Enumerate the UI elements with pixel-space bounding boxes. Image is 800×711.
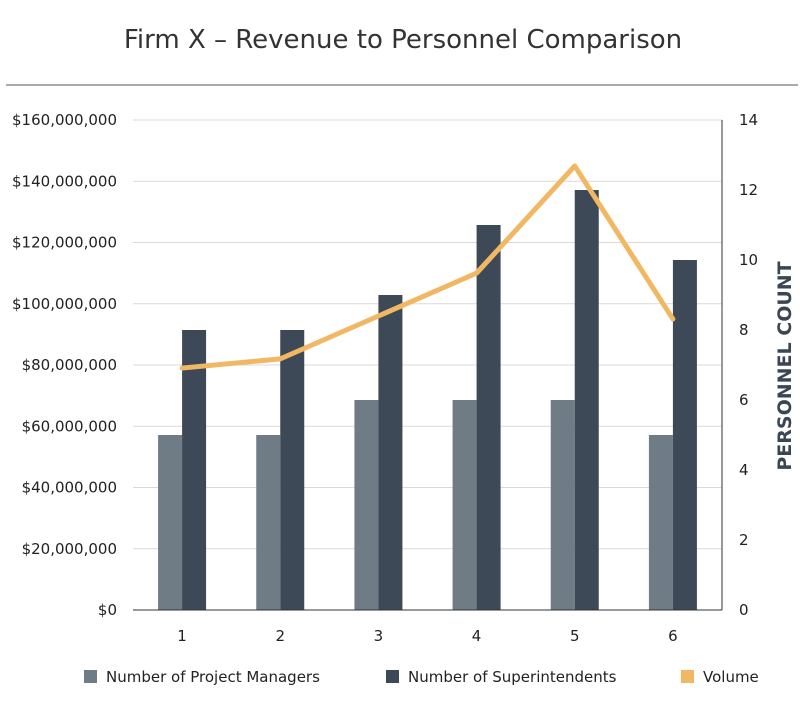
volume-point	[180, 366, 184, 370]
axes	[133, 120, 723, 611]
legend-swatch	[386, 670, 399, 683]
x-axis-ticks: 1 2 3 4 5 6	[177, 627, 677, 645]
legend: Number of Project Managers Number of Supe…	[84, 668, 759, 686]
x-tick-label: 4	[472, 627, 482, 645]
x-tick-label: 6	[668, 627, 678, 645]
volume-point	[671, 317, 675, 321]
left-tick-label: $0	[98, 601, 117, 619]
line-series	[179, 163, 676, 371]
bar-number-of-project-managers	[354, 400, 379, 610]
x-tick-label: 3	[374, 627, 384, 645]
legend-swatch	[84, 670, 97, 683]
right-tick-label: 10	[739, 251, 758, 269]
x-tick-label: 5	[570, 627, 580, 645]
bar-number-of-superintendents	[280, 330, 305, 610]
bar-number-of-project-managers	[452, 400, 477, 610]
right-tick-label: 8	[739, 321, 749, 339]
left-tick-label: $120,000,000	[12, 234, 117, 252]
chart-title: Firm X – Revenue to Personnel Comparison	[124, 25, 682, 55]
bar-series	[158, 190, 697, 610]
bar-number-of-superintendents	[378, 295, 403, 610]
left-tick-label: $20,000,000	[22, 540, 117, 558]
gridlines	[133, 119, 722, 550]
bar-number-of-project-managers	[648, 435, 673, 610]
bar-number-of-project-managers	[158, 435, 183, 610]
left-tick-label: $160,000,000	[12, 111, 117, 129]
right-tick-label: 4	[739, 461, 749, 479]
left-axis-ticks: $0 $20,000,000 $40,000,000 $60,000,000 $80,0…	[12, 111, 117, 619]
bar-number-of-project-managers	[550, 400, 575, 610]
left-tick-label: $60,000,000	[22, 417, 117, 435]
volume-point	[376, 314, 380, 318]
legend-swatch	[681, 670, 694, 683]
bar-number-of-project-managers	[256, 435, 281, 610]
right-tick-label: 12	[739, 181, 758, 199]
legend-label: Volume	[703, 668, 759, 686]
volume-point	[278, 357, 282, 361]
legend-label: Number of Superintendents	[408, 668, 617, 686]
right-axis-ticks: 0 2 4 6 8 10 12 14	[739, 111, 758, 619]
x-tick-label: 2	[275, 627, 285, 645]
bar-number-of-superintendents	[182, 330, 207, 610]
left-tick-label: $40,000,000	[22, 479, 117, 497]
right-tick-label: 6	[739, 391, 749, 409]
left-tick-label: $80,000,000	[22, 356, 117, 374]
legend-label: Number of Project Managers	[106, 668, 320, 686]
right-tick-label: 14	[739, 111, 758, 129]
bar-number-of-superintendents	[476, 225, 501, 610]
x-tick-label: 1	[177, 627, 187, 645]
right-tick-label: 2	[739, 531, 749, 549]
left-tick-label: $140,000,000	[12, 172, 117, 190]
volume-point	[475, 271, 479, 275]
left-tick-label: $100,000,000	[12, 295, 117, 313]
volume-point	[573, 164, 577, 168]
bar-number-of-superintendents	[574, 190, 599, 610]
bar-number-of-superintendents	[672, 260, 697, 610]
right-tick-label: 0	[739, 601, 749, 619]
volume-line	[179, 163, 676, 371]
right-axis-title: PERSONNEL COUNT	[774, 261, 796, 470]
